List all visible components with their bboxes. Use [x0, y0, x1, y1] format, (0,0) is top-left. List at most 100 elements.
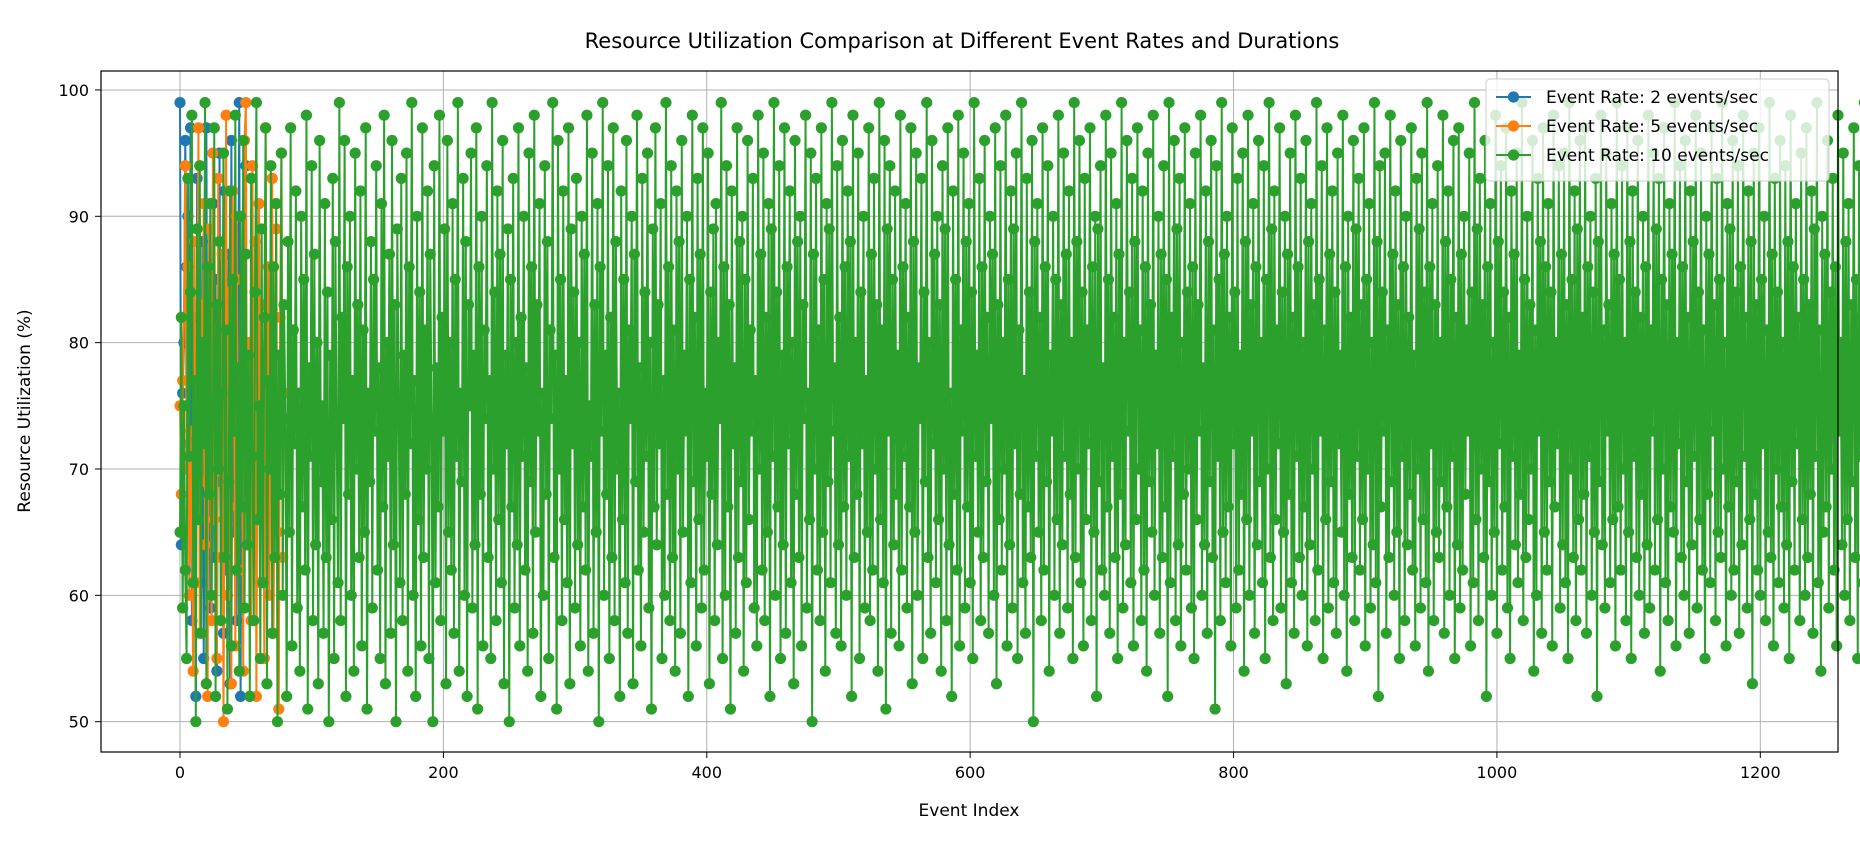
data-point — [1371, 235, 1383, 248]
data-point — [1571, 223, 1583, 235]
data-point — [1555, 248, 1568, 260]
data-point — [1155, 248, 1167, 260]
data-point — [227, 273, 239, 286]
data-point — [1092, 223, 1104, 235]
data-point — [576, 210, 588, 222]
data-point — [1534, 235, 1546, 248]
data-point — [1154, 627, 1166, 639]
data-point — [1586, 589, 1598, 601]
data-point — [1787, 261, 1799, 273]
data-point — [1677, 261, 1689, 273]
data-point — [1288, 627, 1300, 639]
data-point — [794, 210, 806, 222]
data-point — [1403, 311, 1415, 323]
data-point — [873, 96, 885, 109]
data-point — [699, 387, 712, 399]
data-point — [583, 400, 596, 412]
data-point — [1538, 526, 1550, 538]
data-point — [1184, 198, 1196, 210]
data-point — [298, 273, 310, 286]
data-point — [303, 362, 315, 374]
data-point — [1331, 147, 1344, 159]
data-point — [560, 374, 572, 387]
data-point — [1551, 438, 1564, 450]
data-point — [1250, 261, 1262, 273]
data-point — [192, 122, 205, 134]
data-point — [403, 261, 415, 273]
data-point — [781, 261, 793, 273]
data-point — [922, 551, 934, 564]
data-point — [1813, 324, 1826, 336]
data-point — [1422, 665, 1435, 677]
data-point — [1715, 551, 1727, 564]
data-point — [1087, 261, 1099, 273]
data-point — [724, 703, 737, 715]
data-point — [1017, 577, 1029, 589]
data-point — [1206, 551, 1219, 564]
data-point — [181, 652, 193, 665]
data-point — [682, 690, 694, 703]
data-point — [1044, 349, 1057, 361]
data-point — [237, 134, 249, 147]
data-point — [339, 134, 351, 147]
data-point — [938, 463, 950, 475]
data-point — [340, 690, 352, 703]
data-point — [1773, 577, 1785, 589]
data-point — [1047, 210, 1059, 222]
data-point — [535, 690, 547, 703]
data-point — [1688, 450, 1701, 462]
data-point — [795, 640, 808, 652]
data-point — [1205, 134, 1217, 147]
data-point — [1055, 299, 1067, 311]
data-point — [1842, 198, 1855, 210]
data-point — [751, 640, 763, 652]
data-point — [1591, 690, 1603, 703]
data-point — [1736, 539, 1748, 551]
data-point — [346, 374, 359, 387]
data-point — [1503, 311, 1515, 323]
data-point — [1094, 160, 1107, 172]
data-point — [1412, 463, 1424, 475]
data-point — [809, 463, 821, 475]
data-point — [328, 652, 340, 665]
data-point — [1667, 526, 1679, 538]
data-point — [261, 678, 273, 690]
data-point — [273, 703, 285, 715]
data-point — [416, 122, 428, 134]
data-point — [714, 412, 726, 425]
data-point — [674, 627, 687, 639]
data-point — [1217, 526, 1229, 538]
data-point — [207, 147, 219, 159]
data-point — [734, 235, 746, 248]
data-point — [1268, 185, 1280, 197]
data-point — [477, 640, 489, 652]
data-point — [439, 223, 451, 235]
data-point — [1499, 501, 1511, 513]
data-point — [1004, 539, 1016, 551]
data-point — [379, 678, 392, 690]
data-point — [1104, 627, 1116, 639]
data-point — [1720, 640, 1732, 652]
data-point — [1837, 147, 1849, 159]
legend: Event Rate: 2 events/sec Event Rate: 5 ev… — [1485, 78, 1830, 182]
data-point — [826, 96, 838, 109]
data-point — [529, 526, 542, 538]
data-point — [1163, 96, 1175, 109]
data-point — [464, 400, 476, 412]
data-point — [851, 488, 863, 500]
data-point — [593, 716, 605, 728]
data-point — [1364, 602, 1377, 614]
data-point — [676, 134, 688, 147]
data-point — [1173, 172, 1186, 184]
data-point — [1056, 539, 1068, 551]
data-point — [174, 526, 186, 538]
data-point — [444, 337, 456, 349]
data-point — [720, 160, 733, 172]
data-point — [760, 311, 772, 323]
data-point — [1113, 248, 1125, 260]
data-point — [1142, 147, 1154, 159]
data-point — [208, 122, 220, 134]
data-point — [229, 109, 241, 121]
data-point — [200, 678, 212, 690]
data-point — [1213, 273, 1225, 286]
